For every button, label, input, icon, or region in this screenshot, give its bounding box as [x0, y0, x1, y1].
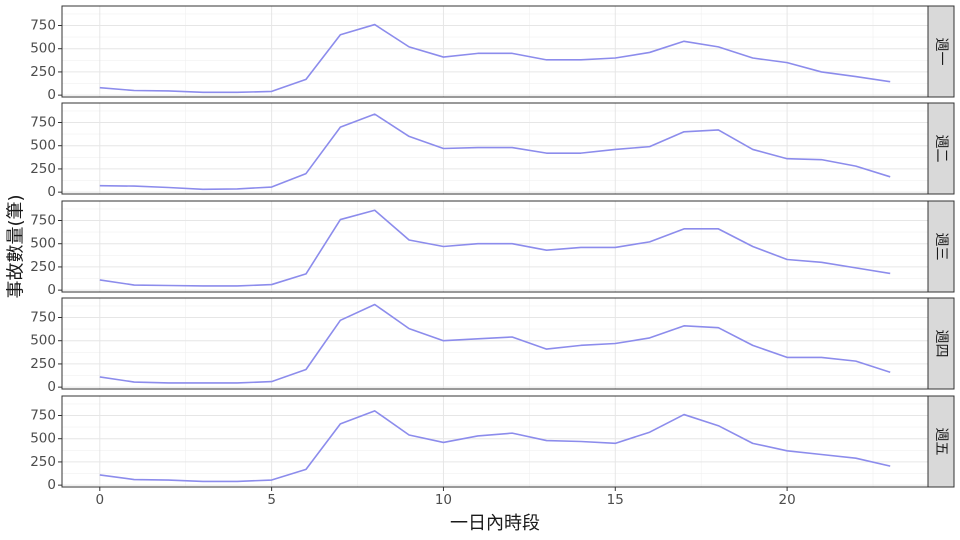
panel-background	[62, 201, 928, 292]
panel-4: 週五 0 250 500 750	[30, 395, 955, 493]
x-axis-title: 一日內時段	[450, 513, 540, 534]
y-tick-label: 0	[47, 477, 56, 493]
strip-background	[927, 102, 955, 195]
panel-3: 週四 0 250 500 750	[30, 297, 955, 395]
panel-2: 週三 0 250 500 750	[30, 200, 955, 298]
strip-background	[927, 5, 955, 98]
y-tick-label: 500	[30, 138, 56, 154]
series-line-3	[99, 303, 891, 384]
strip-background	[927, 200, 955, 293]
x-tick-label: 0	[96, 492, 105, 508]
y-tick-label: 250	[30, 259, 56, 275]
strip-background	[927, 297, 955, 390]
x-tick-label: 5	[267, 492, 276, 508]
y-tick-label: 750	[30, 213, 56, 229]
y-tick-label: 500	[30, 431, 56, 447]
y-tick-label: 750	[30, 115, 56, 131]
y-tick-label: 0	[47, 379, 56, 395]
y-tick-label: 750	[30, 310, 56, 326]
strip-label-4: 週五	[933, 428, 949, 456]
strip-label-1: 週二	[933, 135, 949, 163]
x-tick-label: 15	[607, 492, 624, 508]
y-tick-label: 500	[30, 41, 56, 57]
x-axis-ticks: 0 5 10 15 20	[96, 487, 796, 508]
strip-label-3: 週四	[933, 330, 949, 358]
y-axis-title: 事故數量(筆)	[6, 194, 27, 298]
y-tick-label: 750	[30, 408, 56, 424]
y-tick-label: 0	[47, 87, 56, 103]
strip-background	[927, 395, 955, 488]
y-tick-label: 750	[30, 18, 56, 34]
panel-1: 週二 0 250 500 750	[30, 102, 955, 200]
panel-background	[62, 396, 928, 487]
y-tick-label: 0	[47, 184, 56, 200]
series-line-4	[99, 410, 891, 483]
y-tick-label: 250	[30, 356, 56, 372]
x-tick-label: 10	[435, 492, 452, 508]
strip-label-2: 週三	[933, 233, 949, 261]
y-tick-label: 250	[30, 64, 56, 80]
panel-background	[62, 6, 928, 97]
series-line-0	[99, 23, 891, 94]
series-line-1	[99, 113, 891, 191]
y-tick-label: 500	[30, 333, 56, 349]
y-tick-label: 0	[47, 282, 56, 298]
panels-group: 週一 0 250 500 750 週二 0 250 500 750 週三 0 250 500 750 週四 0 2…	[30, 5, 955, 493]
y-tick-label: 500	[30, 236, 56, 252]
x-tick-label: 20	[779, 492, 796, 508]
y-tick-label: 250	[30, 454, 56, 470]
strip-label-0: 週一	[933, 38, 949, 66]
panel-background	[62, 298, 928, 389]
panel-0: 週一 0 250 500 750	[30, 5, 955, 103]
panel-background	[62, 103, 928, 194]
y-tick-label: 250	[30, 161, 56, 177]
series-line-2	[99, 209, 891, 287]
